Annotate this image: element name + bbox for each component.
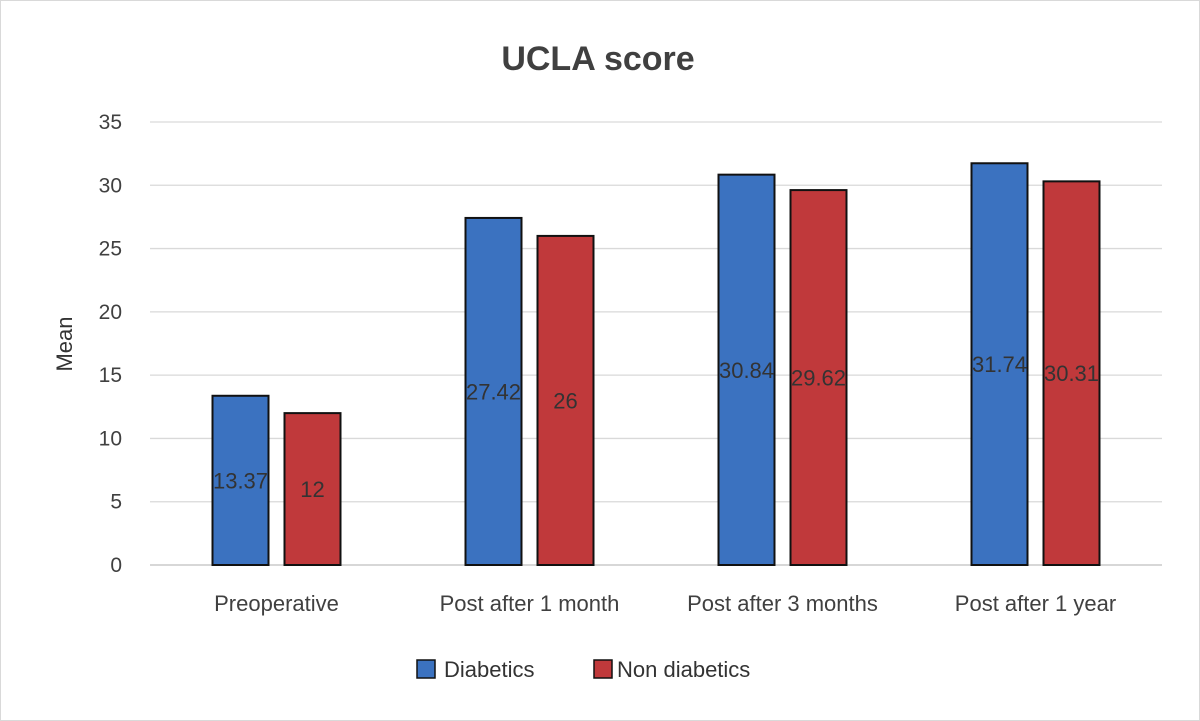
legend-swatch-diabetics bbox=[416, 659, 436, 679]
bar-diabetics bbox=[211, 394, 270, 566]
legend-swatch-non-diabetics bbox=[593, 659, 613, 679]
x-category-label: Preoperative bbox=[214, 591, 339, 616]
y-tick-label: 10 bbox=[99, 427, 122, 450]
bar-non-diabetics bbox=[283, 412, 342, 566]
x-category-label: Post after 1 month bbox=[440, 591, 620, 616]
data-label: 12 bbox=[300, 477, 324, 502]
y-tick-label: 15 bbox=[99, 364, 122, 387]
y-tick-label: 0 bbox=[110, 554, 122, 577]
y-axis-ticks: 0 5 10 15 20 25 30 35 bbox=[99, 111, 122, 577]
bar-diabetics bbox=[717, 173, 776, 566]
x-category-label: Post after 1 year bbox=[955, 591, 1116, 616]
y-tick-label: 5 bbox=[110, 491, 122, 514]
data-label: 26 bbox=[553, 388, 577, 413]
y-tick-label: 35 bbox=[99, 111, 122, 134]
bar-non-diabetics bbox=[536, 234, 595, 567]
data-label: 13.37 bbox=[213, 468, 268, 493]
data-label: 29.62 bbox=[791, 366, 846, 391]
y-tick-label: 25 bbox=[99, 238, 122, 261]
x-category-label: Post after 3 months bbox=[687, 591, 878, 616]
bars: 13.37 12 27.42 26 30.84 29.62 31.74 30.31 bbox=[211, 162, 1101, 567]
legend-label: Non diabetics bbox=[617, 657, 750, 682]
bar-non-diabetics bbox=[789, 189, 848, 566]
chart-title: UCLA score bbox=[501, 40, 694, 78]
data-label: 30.31 bbox=[1044, 361, 1099, 386]
y-tick-label: 30 bbox=[99, 174, 122, 197]
x-axis-labels: Preoperative Post after 1 month Post after… bbox=[214, 591, 1116, 616]
bar-non-diabetics bbox=[1042, 180, 1101, 566]
y-axis-title: Mean bbox=[52, 316, 77, 371]
y-tick-label: 20 bbox=[99, 301, 122, 324]
data-label: 27.42 bbox=[466, 379, 521, 404]
data-label: 31.74 bbox=[972, 352, 1027, 377]
data-label: 30.84 bbox=[719, 358, 774, 383]
bar-diabetics bbox=[970, 162, 1029, 566]
legend-label: Diabetics bbox=[444, 657, 534, 682]
legend: Diabetics Non diabetics bbox=[416, 657, 750, 682]
bar-diabetics bbox=[464, 216, 523, 567]
